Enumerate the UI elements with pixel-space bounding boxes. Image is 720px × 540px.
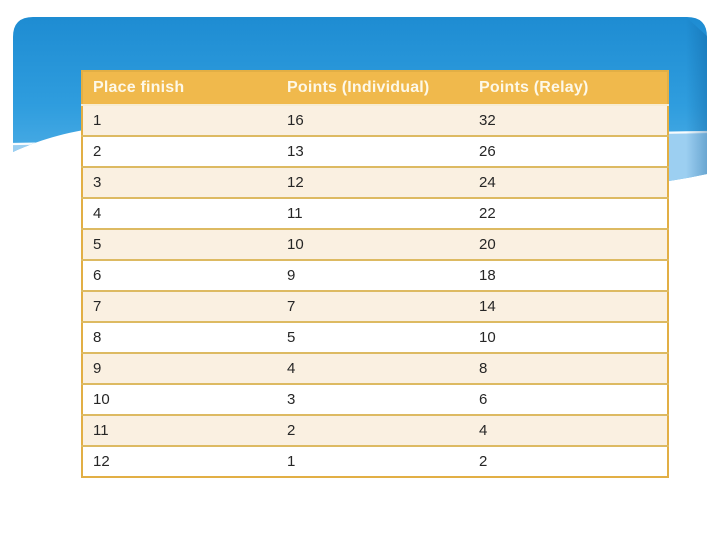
table-row: 6 9 18 (82, 259, 668, 291)
table-cell: 2 (469, 445, 668, 477)
table-cell: 18 (469, 259, 668, 291)
table-cell: 10 (277, 228, 469, 260)
table-row: 7 7 14 (82, 290, 668, 322)
column-header-points-individual: Points (Individual) (277, 71, 469, 106)
table-header-row: Place finish Points (Individual) Points … (82, 71, 668, 106)
table-cell: 2 (277, 414, 469, 446)
table-row: 10 3 6 (82, 383, 668, 415)
table-cell: 4 (277, 352, 469, 384)
sky-edge-shade (686, 17, 707, 181)
table-cell: 22 (469, 197, 668, 229)
table-cell: 7 (277, 290, 469, 322)
table-cell: 3 (277, 383, 469, 415)
table-row: 2 13 26 (82, 135, 668, 167)
table-cell: 9 (277, 259, 469, 291)
table-cell: 8 (469, 352, 668, 384)
table-cell: 3 (82, 166, 277, 198)
table-cell: 26 (469, 135, 668, 167)
table-body: 1 16 32 2 13 26 3 12 24 4 11 22 5 10 20 6 9 18 7 7 14 8 5 10 9 4 8… (82, 105, 668, 477)
table-cell: 9 (82, 352, 277, 384)
table-cell: 11 (82, 414, 277, 446)
table-cell: 10 (82, 383, 277, 415)
table-cell: 6 (82, 259, 277, 291)
table-row: 8 5 10 (82, 321, 668, 353)
table-cell: 32 (469, 105, 668, 136)
points-table: Place finish Points (Individual) Points … (81, 70, 669, 478)
table-cell: 8 (82, 321, 277, 353)
table-cell: 11 (277, 197, 469, 229)
table-row: 3 12 24 (82, 166, 668, 198)
table-row: 5 10 20 (82, 228, 668, 260)
table-cell: 5 (277, 321, 469, 353)
table-cell: 4 (469, 414, 668, 446)
table-cell: 12 (82, 445, 277, 477)
table-cell: 12 (277, 166, 469, 198)
table-row: 12 1 2 (82, 445, 668, 477)
table-cell: 1 (277, 445, 469, 477)
table-cell: 7 (82, 290, 277, 322)
table-cell: 1 (82, 105, 277, 136)
column-header-points-relay: Points (Relay) (469, 71, 668, 106)
table-row: 11 2 4 (82, 414, 668, 446)
table-cell: 20 (469, 228, 668, 260)
table-cell: 13 (277, 135, 469, 167)
table-cell: 4 (82, 197, 277, 229)
table-cell: 24 (469, 166, 668, 198)
table-cell: 16 (277, 105, 469, 136)
table-cell: 6 (469, 383, 668, 415)
table-cell: 5 (82, 228, 277, 260)
table-header: Place finish Points (Individual) Points … (82, 71, 668, 106)
table-row: 4 11 22 (82, 197, 668, 229)
table-cell: 2 (82, 135, 277, 167)
table-cell: 14 (469, 290, 668, 322)
table-row: 1 16 32 (82, 105, 668, 136)
column-header-place-finish: Place finish (82, 71, 277, 106)
table-cell: 10 (469, 321, 668, 353)
